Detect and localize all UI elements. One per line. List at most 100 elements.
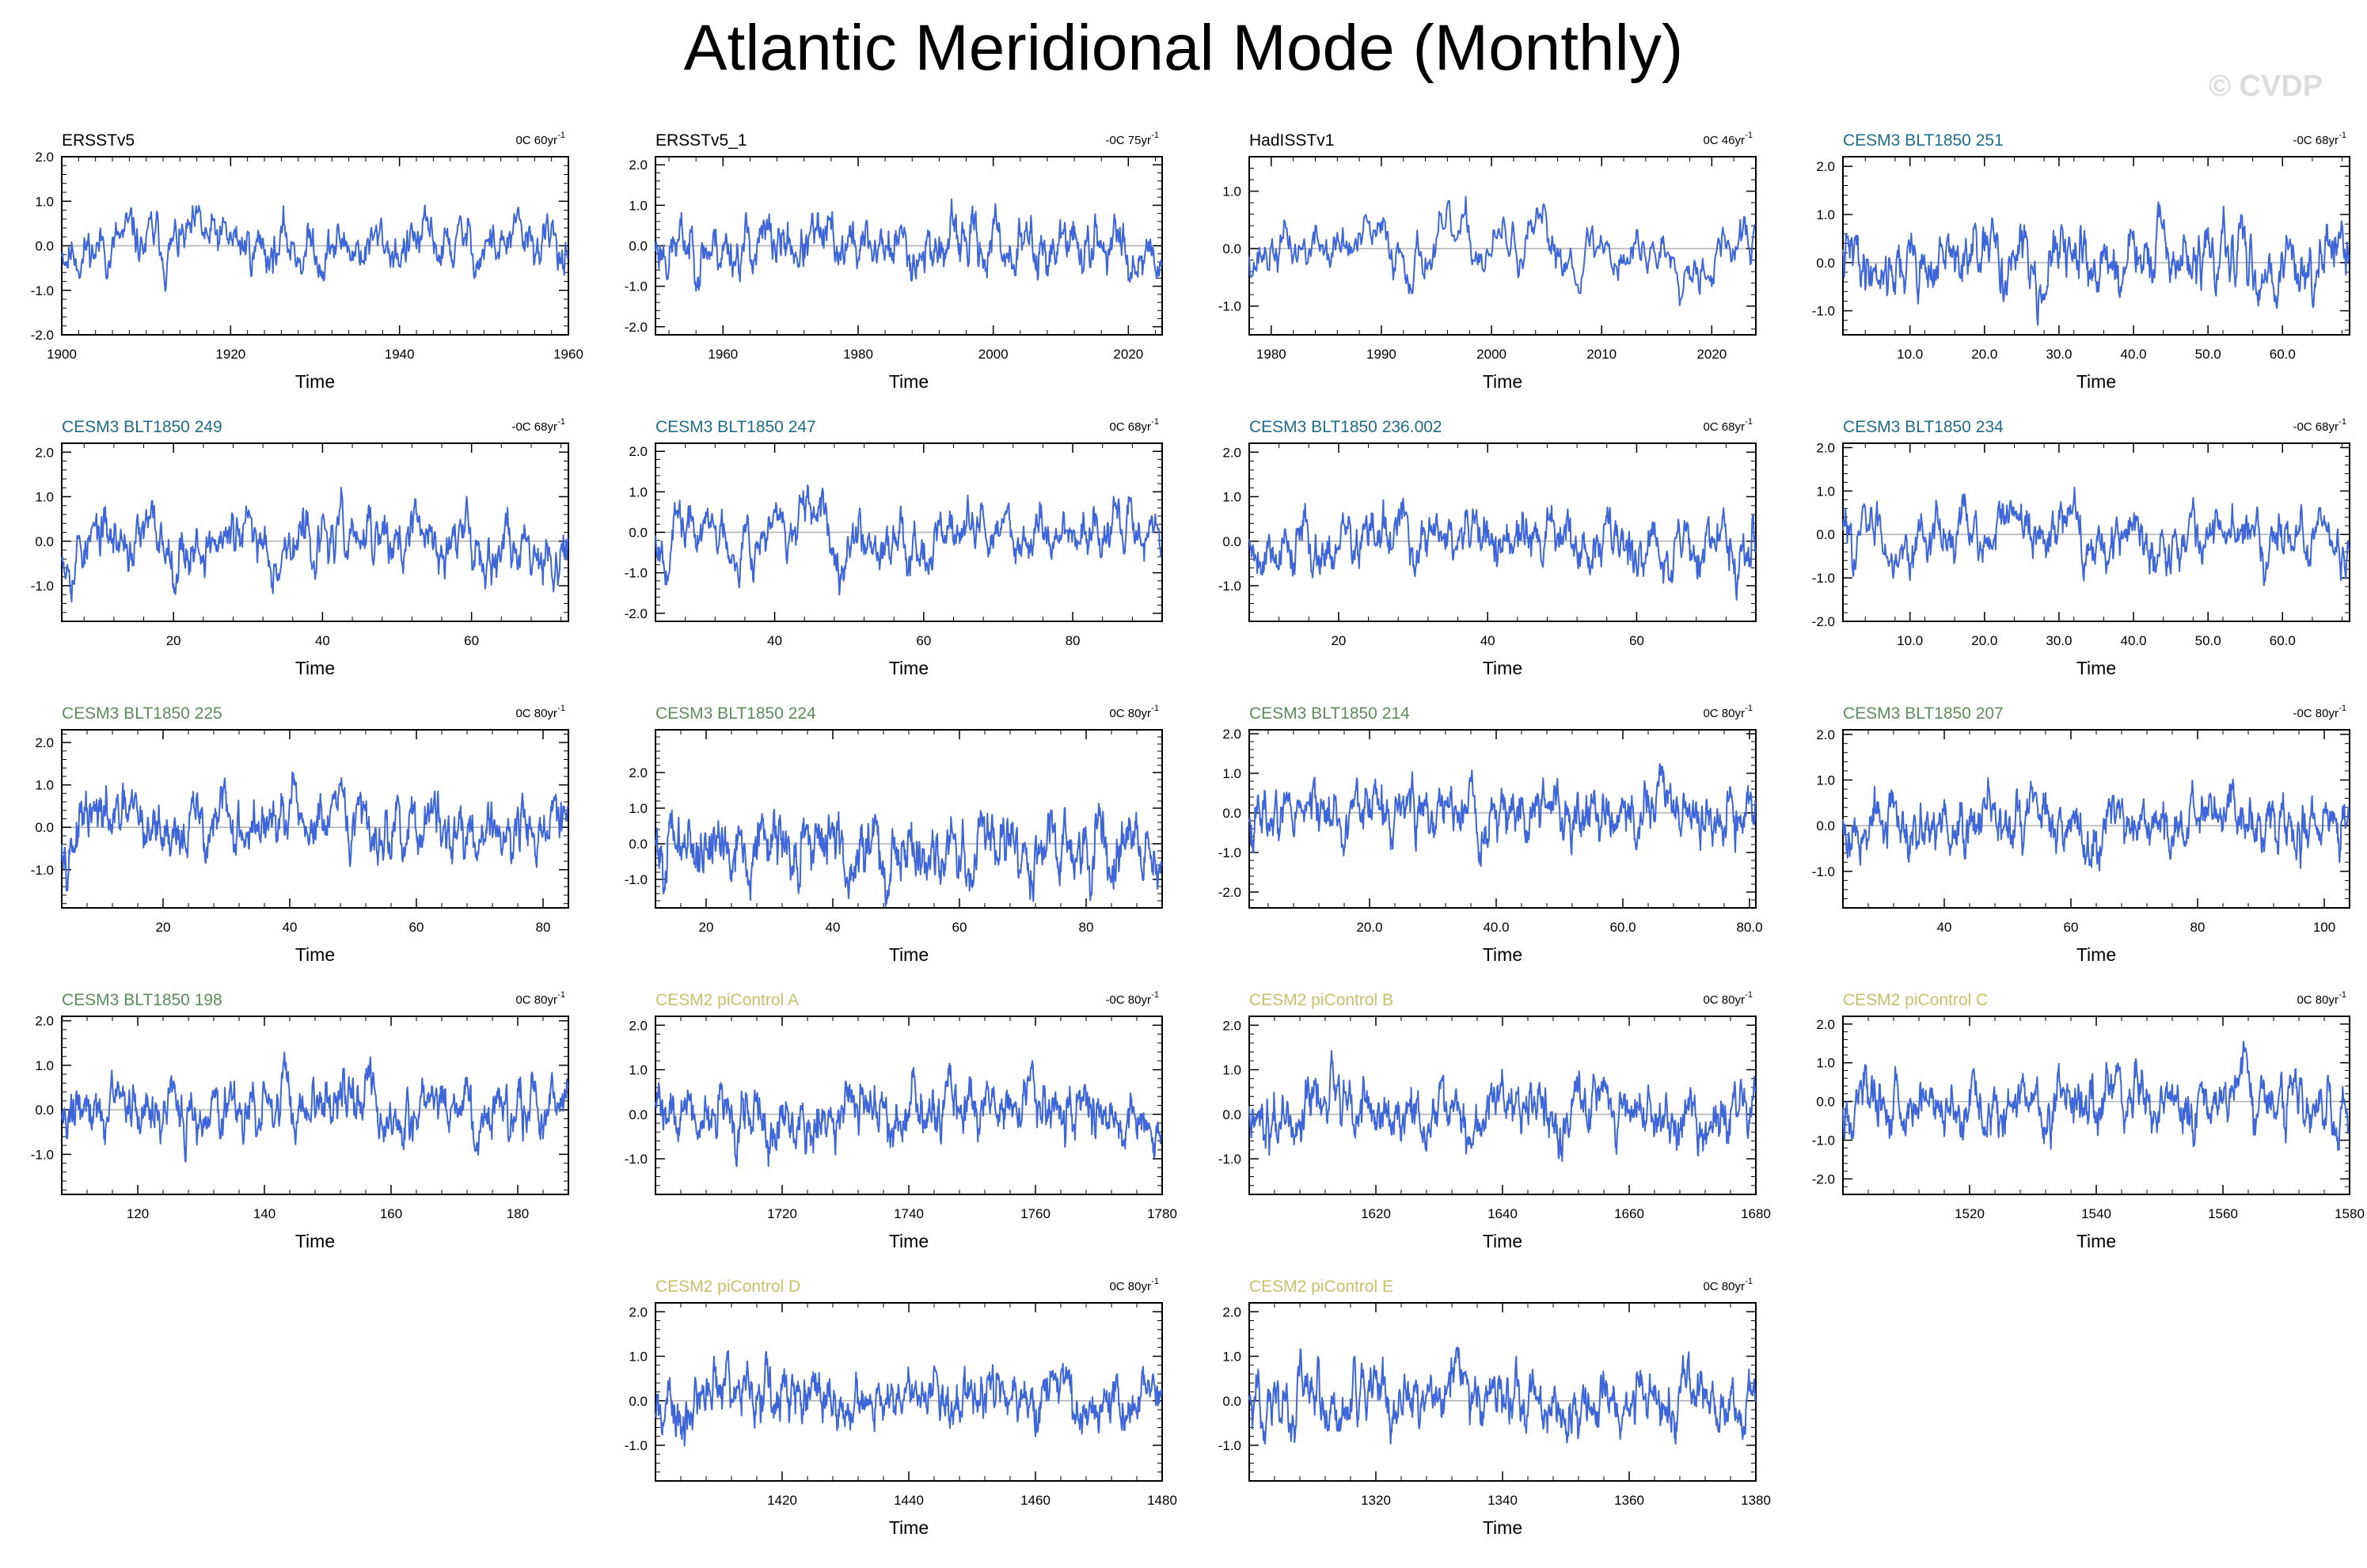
x-tick-label: 80 xyxy=(1066,633,1081,648)
page-title: Atlantic Meridional Mode (Monthly) xyxy=(683,12,1684,84)
plot-frame xyxy=(1842,729,2350,909)
chart-panel: CESM3 BLT1850 224 0C 80yr -1 -1.0 0.0 1.0 2.0 2… xyxy=(625,704,1163,965)
x-tick-label: 80 xyxy=(2190,920,2206,935)
y-tick-label: 2.0 xyxy=(1222,1304,1241,1319)
panel-stat-exponent: -1 xyxy=(1745,417,1753,427)
y-tick-label: -2.0 xyxy=(1812,614,1835,629)
chart-panel: ERSSTv5_1 -0C 75yr -1 -2.0 -1.0 0.0 1.0 2.0 1960… xyxy=(625,131,1163,392)
panel-title: CESM2 piControl C xyxy=(1843,991,1988,1009)
series-line xyxy=(655,803,1163,907)
x-tick-label: 1520 xyxy=(1955,1206,1985,1221)
y-tick-label: -1.0 xyxy=(625,279,648,294)
chart-panel: CESM3 BLT1850 207 -0C 80yr -1 -1.0 0.0 1.0 2.0… xyxy=(1812,704,2350,965)
panel-title: CESM3 BLT1850 236.002 xyxy=(1249,418,1442,436)
y-tick-label: 2.0 xyxy=(35,1014,54,1029)
x-tick-label: 1360 xyxy=(1614,1493,1644,1508)
y-tick-label: 0.0 xyxy=(629,1394,648,1409)
x-axis-label: Time xyxy=(2076,658,2116,678)
y-tick-label: 0.0 xyxy=(35,1103,54,1118)
x-axis-label: Time xyxy=(2076,1231,2116,1251)
plot-frame xyxy=(1248,1016,1757,1195)
x-tick-label: 1620 xyxy=(1361,1206,1391,1221)
y-tick-label: -1.0 xyxy=(1812,304,1835,319)
panel-title: CESM2 piControl B xyxy=(1249,991,1393,1009)
y-tick-label: -1.0 xyxy=(1218,299,1241,314)
x-tick-label: 1340 xyxy=(1487,1493,1518,1508)
y-tick-label: 1.0 xyxy=(629,1350,648,1365)
x-tick-label: 1960 xyxy=(553,347,583,362)
y-tick-label: 2.0 xyxy=(35,150,54,165)
x-tick-label: 1320 xyxy=(1361,1493,1391,1508)
x-tick-label: 1560 xyxy=(2208,1206,2238,1221)
x-tick-label: 2000 xyxy=(978,347,1009,362)
x-tick-label: 1660 xyxy=(1614,1206,1644,1221)
y-tick-label: 2.0 xyxy=(1816,440,1835,455)
x-tick-label: 1580 xyxy=(2335,1206,2365,1221)
chart-panel: CESM3 BLT1850 236.002 0C 68yr -1 -1.0 0.0 1.0… xyxy=(1218,417,1757,678)
panel-title: CESM3 BLT1850 207 xyxy=(1843,704,2004,723)
x-tick-label: 60.0 xyxy=(2270,633,2296,648)
series-line xyxy=(61,204,569,292)
y-tick-label: 1.0 xyxy=(1222,184,1241,199)
x-tick-label: 1740 xyxy=(894,1206,924,1221)
x-tick-label: 2020 xyxy=(1113,347,1143,362)
panel-stat: -0C 68yr xyxy=(511,420,557,434)
x-tick-label: 1460 xyxy=(1020,1493,1051,1508)
x-tick-label: 40 xyxy=(767,633,782,648)
x-axis-label: Time xyxy=(2076,371,2116,392)
series-line xyxy=(655,198,1163,292)
x-tick-label: 1990 xyxy=(1366,347,1396,362)
x-tick-label: 1960 xyxy=(708,347,738,362)
x-tick-label: 140 xyxy=(253,1206,275,1221)
panel-stat-exponent: -1 xyxy=(2339,417,2346,427)
y-tick-label: -1.0 xyxy=(1218,1152,1241,1167)
x-tick-label: 1980 xyxy=(1256,347,1286,362)
series-line xyxy=(1842,201,2350,326)
y-tick-label: 1.0 xyxy=(35,490,54,505)
y-tick-label: 1.0 xyxy=(629,484,648,499)
y-tick-label: 0.0 xyxy=(629,526,648,541)
panel-stat-exponent: -1 xyxy=(557,131,565,140)
panel-stat: 0C 80yr xyxy=(1703,1280,1745,1293)
chart-panel: CESM3 BLT1850 247 0C 68yr -1 -2.0 -1.0 0.0 1.0… xyxy=(625,417,1163,678)
y-tick-label: 2.0 xyxy=(629,444,648,459)
x-tick-label: 40 xyxy=(1937,920,1952,935)
y-tick-label: 0.0 xyxy=(1222,1107,1241,1122)
series-line xyxy=(61,487,569,603)
x-axis-label: Time xyxy=(889,371,929,392)
y-tick-label: 2.0 xyxy=(629,1304,648,1319)
x-tick-label: 60 xyxy=(2064,920,2079,935)
y-tick-label: 1.0 xyxy=(1816,773,1835,788)
y-tick-label: 0.0 xyxy=(1222,534,1241,549)
panel-title: CESM3 BLT1850 251 xyxy=(1843,131,2004,150)
panel-stat-exponent: -1 xyxy=(557,417,565,427)
panel-title: CESM3 BLT1850 249 xyxy=(62,418,222,436)
y-tick-label: 0.0 xyxy=(629,837,648,852)
x-tick-label: 10.0 xyxy=(1897,347,1923,362)
y-tick-label: 0.0 xyxy=(1222,806,1241,821)
y-tick-label: -2.0 xyxy=(625,320,648,335)
plot-frame xyxy=(1248,156,1757,336)
x-tick-label: 60 xyxy=(952,920,967,935)
x-tick-label: 1900 xyxy=(47,347,77,362)
x-tick-label: 120 xyxy=(127,1206,149,1221)
y-tick-label: -2.0 xyxy=(1218,885,1241,900)
x-axis-label: Time xyxy=(295,658,335,678)
panel-stat-exponent: -1 xyxy=(2339,704,2346,713)
y-tick-label: 0.0 xyxy=(629,1107,648,1122)
x-tick-label: 60 xyxy=(916,633,931,648)
panel-stat-exponent: -1 xyxy=(557,704,565,713)
panel-stat: 0C 46yr xyxy=(1703,134,1745,147)
series-line xyxy=(1842,486,2350,587)
y-tick-label: -1.0 xyxy=(625,1152,648,1167)
panel-stat-exponent: -1 xyxy=(1745,1277,1753,1286)
y-tick-label: 1.0 xyxy=(35,1058,54,1073)
x-axis-label: Time xyxy=(889,658,929,678)
panel-title: CESM2 piControl A xyxy=(655,991,799,1009)
y-tick-label: 2.0 xyxy=(1222,445,1241,460)
panel-title: CESM3 BLT1850 214 xyxy=(1249,704,1410,723)
series-line xyxy=(655,1060,1162,1167)
x-tick-label: 60 xyxy=(464,633,479,648)
x-tick-label: 40 xyxy=(283,920,298,935)
panel-stat: -0C 80yr xyxy=(2293,707,2339,720)
